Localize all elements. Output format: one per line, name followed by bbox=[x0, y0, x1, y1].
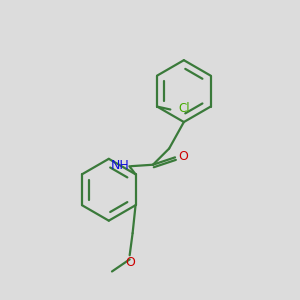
Text: Cl: Cl bbox=[178, 102, 190, 115]
Text: O: O bbox=[178, 150, 188, 163]
Text: NH: NH bbox=[111, 159, 129, 172]
Text: O: O bbox=[125, 256, 135, 269]
